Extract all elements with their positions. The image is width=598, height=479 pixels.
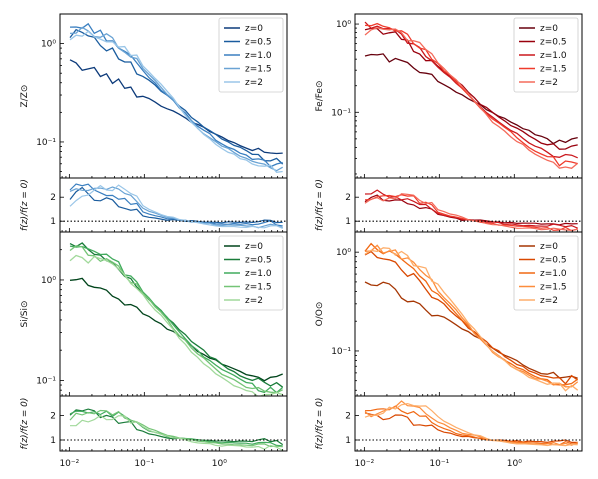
x-tick-label: 10⁰ [212, 459, 227, 469]
legend-box [513, 235, 579, 311]
ratio-line-z=2 [364, 402, 578, 447]
ratio-y-tick-label: 2 [345, 412, 351, 422]
legend-label: z=2 [540, 78, 558, 88]
ratio-line-z=0.5 [69, 186, 283, 224]
series-line-z=0 [364, 53, 578, 145]
legend-label: z=0.5 [245, 256, 272, 266]
ratio-y-tick-label: 2 [345, 193, 351, 203]
legend-label: z=0 [540, 24, 558, 34]
y-axis-label: Fe/Fe⊙ [315, 80, 325, 111]
ratio-axes-frame [59, 177, 288, 233]
ratio-line-z=1.5 [364, 400, 578, 446]
legend-label: z=0.5 [540, 38, 567, 48]
series-line-z=1.5 [364, 244, 579, 388]
legend: z=0 z=0.5 z=1.0 z=1.5 z=2 [513, 17, 579, 93]
profile-lines [364, 21, 579, 170]
ratio-lines [69, 408, 284, 451]
panel-O: 10⁻² 10⁻¹ 10⁰ 10⁻¹ 10⁰ 1 2 O/O⊙ f(z)/f(z = 0) z=0… [315, 231, 583, 469]
ratio-line-z=1.0 [364, 405, 578, 446]
legend-label: z=0 [540, 242, 558, 252]
profile-lines [69, 242, 284, 396]
y-tick-label: 10⁻¹ [36, 138, 56, 148]
ratio-y-tick-label: 1 [345, 436, 351, 446]
panel-Si: 10⁻² 10⁻¹ 10⁰ 10⁻¹ 10⁰ 1 2 Si/Si⊙ f(z)/f(z = 0) z… [20, 231, 288, 469]
series-line-z=2 [364, 27, 579, 170]
legend-label: z=1.5 [245, 65, 272, 75]
y-axis-label: O/O⊙ [315, 302, 325, 327]
series-line-z=2 [364, 247, 579, 392]
y-axis-label: Si/Si⊙ [20, 301, 30, 328]
x-tick-label: 10⁰ [507, 459, 522, 469]
legend: z=0 z=0.5 z=1.0 z=1.5 z=2 [218, 235, 284, 311]
y-tick-label: 10⁰ [336, 248, 351, 258]
ratio-y-axis-label: f(z)/f(z = 0) [315, 179, 325, 231]
y-tick-label: 10⁻¹ [331, 108, 351, 118]
series-line-z=0 [69, 59, 283, 155]
ratio-line-z=2 [69, 414, 283, 451]
series-line-z=2 [69, 254, 283, 396]
legend-label: z=0.5 [540, 256, 567, 266]
legend-label: z=2 [540, 296, 558, 306]
ratio-lines [364, 400, 578, 447]
series-line-z=1.5 [69, 245, 283, 394]
ratio-y-tick-label: 1 [345, 217, 351, 227]
legend-label: z=0 [245, 242, 263, 252]
legend-label: z=1.5 [540, 65, 567, 75]
y-tick-label: 10⁻¹ [331, 347, 351, 357]
y-tick-label: 10⁻¹ [36, 376, 56, 386]
ratio-y-tick-label: 2 [50, 412, 56, 422]
legend-label: z=0 [245, 24, 263, 34]
legend-box [218, 17, 284, 93]
ratio-line-z=1.5 [69, 409, 283, 448]
ratio-y-tick-label: 1 [50, 217, 56, 227]
ratio-axes-frame [59, 395, 288, 452]
ratio-y-axis-label: f(z)/f(z = 0) [20, 179, 30, 231]
legend-box [513, 17, 579, 93]
ratio-line-z=0.5 [69, 408, 284, 446]
ratio-lines [364, 189, 578, 232]
series-line-z=1.0 [69, 245, 284, 394]
ratio-y-axis-label: f(z)/f(z = 0) [315, 398, 325, 450]
legend: z=0 z=0.5 z=1.0 z=1.5 z=2 [218, 17, 284, 93]
x-tick-label: 10⁻² [59, 459, 79, 469]
series-line-z=2 [69, 30, 283, 173]
ratio-line-z=2 [364, 193, 578, 232]
profile-lines [364, 242, 579, 392]
legend-label: z=1.0 [245, 51, 272, 61]
legend-label: z=1.5 [245, 283, 272, 293]
ratio-y-axis-label: f(z)/f(z = 0) [20, 398, 30, 450]
x-tick-label: 10⁻¹ [429, 459, 449, 469]
legend-label: z=0.5 [245, 38, 272, 48]
legend-label: z=1.5 [540, 283, 567, 293]
panel-Fe: 10⁻¹ 10⁰ 1 2 Fe/Fe⊙ f(z)/f(z = 0) z=0 z=0.5 z=1.… [315, 13, 583, 233]
series-line-z=0 [364, 281, 578, 379]
y-tick-label: 10⁰ [336, 20, 351, 30]
profile-lines [69, 22, 284, 173]
y-axis-label: Z/Z⊙ [20, 85, 30, 108]
ratio-line-z=2 [69, 184, 283, 229]
ratio-y-tick-label: 1 [50, 436, 56, 446]
series-line-z=0.5 [364, 27, 578, 150]
x-tick-label: 10⁻¹ [134, 459, 154, 469]
legend-label: z=1.0 [540, 51, 567, 61]
legend-label: z=1.0 [540, 269, 567, 279]
legend-label: z=2 [245, 78, 263, 88]
legend-box [218, 235, 284, 311]
y-tick-label: 10⁰ [41, 276, 56, 286]
ratio-lines [69, 183, 283, 229]
legend-label: z=2 [245, 296, 263, 306]
legend-label: z=1.0 [245, 269, 272, 279]
x-tick-label: 10⁻² [354, 459, 374, 469]
legend: z=0 z=0.5 z=1.0 z=1.5 z=2 [513, 235, 579, 311]
ratio-y-tick-label: 2 [50, 193, 56, 203]
ratio-axes-frame [354, 395, 583, 452]
ratio-line-z=0.5 [364, 412, 578, 444]
y-tick-label: 10⁰ [41, 40, 56, 50]
